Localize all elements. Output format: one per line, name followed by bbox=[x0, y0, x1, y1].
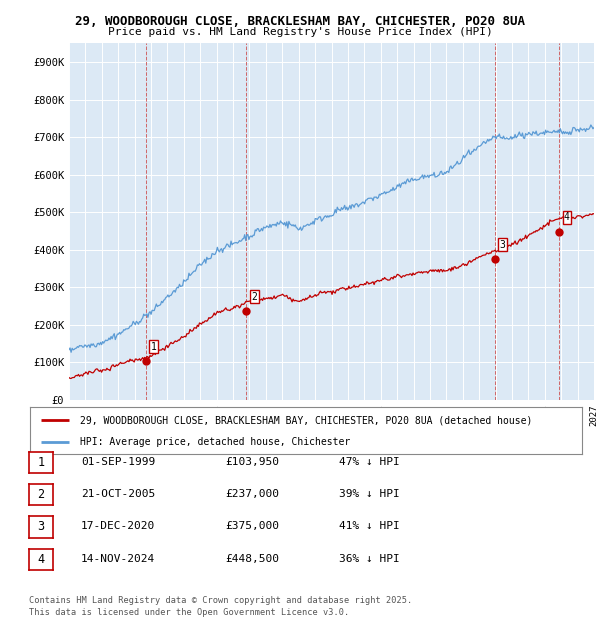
Text: 36% ↓ HPI: 36% ↓ HPI bbox=[339, 554, 400, 564]
Text: 47% ↓ HPI: 47% ↓ HPI bbox=[339, 457, 400, 467]
Text: 1: 1 bbox=[151, 342, 157, 352]
Text: 3: 3 bbox=[500, 240, 506, 250]
Text: 4: 4 bbox=[37, 553, 44, 565]
Text: £375,000: £375,000 bbox=[225, 521, 279, 531]
Text: 1: 1 bbox=[37, 456, 44, 469]
Text: £448,500: £448,500 bbox=[225, 554, 279, 564]
Text: 29, WOODBOROUGH CLOSE, BRACKLESHAM BAY, CHICHESTER, PO20 8UA: 29, WOODBOROUGH CLOSE, BRACKLESHAM BAY, … bbox=[75, 16, 525, 28]
Text: 3: 3 bbox=[37, 521, 44, 533]
Text: 41% ↓ HPI: 41% ↓ HPI bbox=[339, 521, 400, 531]
Text: Contains HM Land Registry data © Crown copyright and database right 2025.
This d: Contains HM Land Registry data © Crown c… bbox=[29, 596, 412, 617]
Text: 4: 4 bbox=[564, 212, 570, 222]
Text: 2: 2 bbox=[251, 291, 257, 301]
Text: 2: 2 bbox=[37, 489, 44, 501]
Text: HPI: Average price, detached house, Chichester: HPI: Average price, detached house, Chic… bbox=[80, 437, 350, 447]
Text: 39% ↓ HPI: 39% ↓ HPI bbox=[339, 489, 400, 499]
Text: £237,000: £237,000 bbox=[225, 489, 279, 499]
Text: £103,950: £103,950 bbox=[225, 457, 279, 467]
Text: 01-SEP-1999: 01-SEP-1999 bbox=[81, 457, 155, 467]
Text: 17-DEC-2020: 17-DEC-2020 bbox=[81, 521, 155, 531]
Text: 14-NOV-2024: 14-NOV-2024 bbox=[81, 554, 155, 564]
Text: 21-OCT-2005: 21-OCT-2005 bbox=[81, 489, 155, 499]
Text: Price paid vs. HM Land Registry's House Price Index (HPI): Price paid vs. HM Land Registry's House … bbox=[107, 27, 493, 37]
Text: 29, WOODBOROUGH CLOSE, BRACKLESHAM BAY, CHICHESTER, PO20 8UA (detached house): 29, WOODBOROUGH CLOSE, BRACKLESHAM BAY, … bbox=[80, 415, 532, 425]
